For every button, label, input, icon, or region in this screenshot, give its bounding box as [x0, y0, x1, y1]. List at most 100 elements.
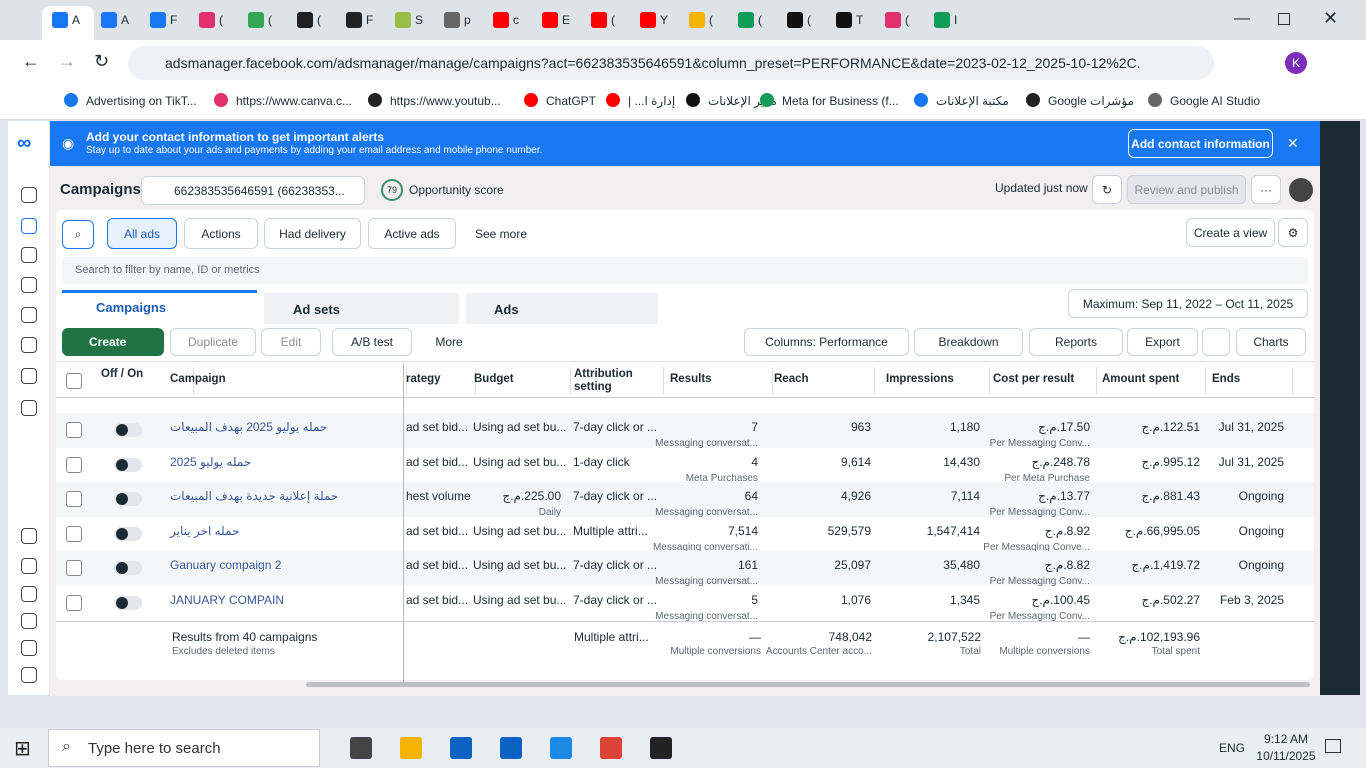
campaign[interactable]: JANUARY COMPAIN [170, 593, 285, 607]
account-selector[interactable]: 662383535646591 (66238353... [141, 176, 365, 205]
campaign[interactable]: حملة إعلانية جديدة بهدف المبيعات [170, 489, 339, 504]
row-checkbox[interactable] [66, 491, 82, 508]
campaign[interactable]: حمله يوليو 2025 بهدف المبيعات [170, 420, 328, 434]
row-checkbox[interactable] [66, 560, 82, 577]
tab-title[interactable]: I [954, 13, 958, 27]
row-checkbox[interactable] [66, 525, 82, 542]
bookmark[interactable]: https://www.canva.c... [236, 94, 353, 108]
filter-button[interactable]: All ads [107, 218, 177, 249]
bookmark[interactable]: إدارة ا... | [628, 94, 676, 108]
dismiss-banner[interactable]: ✕ [1287, 135, 1299, 151]
tab-ads[interactable] [466, 293, 658, 324]
table-row[interactable] [56, 586, 1314, 621]
tab-label[interactable]: Ad sets [293, 302, 340, 317]
row-checkbox[interactable] [66, 595, 82, 611]
taskbar-app[interactable] [650, 737, 672, 759]
column-header[interactable]: Amount spent [1102, 373, 1180, 385]
nav-icon[interactable] [21, 337, 37, 353]
view-settings[interactable]: ⚙ [1278, 218, 1308, 247]
search-toggle[interactable]: ⌕ [62, 220, 94, 249]
row-checkbox[interactable] [66, 422, 82, 438]
tab-title[interactable]: ( [758, 13, 762, 27]
active-tab[interactable] [42, 6, 94, 40]
tab-title[interactable]: ( [807, 13, 811, 27]
address-bar[interactable] [128, 46, 1214, 80]
taskbar-app[interactable] [350, 737, 372, 759]
bookmark[interactable]: مكتبة الإعلانات [936, 94, 1009, 108]
tab-label[interactable]: Ads [494, 302, 519, 317]
close-window[interactable]: ✕ [1323, 8, 1339, 28]
nav-icon[interactable] [21, 277, 37, 293]
language[interactable]: ENG [1219, 741, 1246, 755]
search-placeholder[interactable]: Search to filter by name, ID or metrics [75, 264, 260, 276]
tab-title[interactable]: A [72, 13, 81, 27]
tab-title[interactable]: F [366, 13, 374, 27]
nav-icon[interactable] [21, 187, 37, 203]
taskbar-app[interactable] [600, 737, 622, 759]
tab-adsets[interactable] [264, 293, 459, 324]
create-button[interactable]: Create [62, 328, 164, 356]
clock-time[interactable]: 9:12 AM [1263, 732, 1309, 746]
toolbar-button[interactable]: Export [1127, 328, 1198, 356]
create-view-button[interactable]: Create a view [1186, 218, 1275, 247]
campaign[interactable]: Ganuary compaign 2 [170, 558, 282, 573]
meta-logo[interactable]: ∞ [17, 132, 32, 154]
tab-label[interactable]: Campaigns [96, 300, 167, 315]
nav-icon[interactable] [21, 307, 37, 323]
nav-icon[interactable] [21, 528, 37, 544]
bookmark[interactable]: Advertising on TikT... [86, 94, 197, 108]
notifications[interactable] [1325, 739, 1341, 753]
nav-icon[interactable] [21, 640, 37, 656]
tab-title[interactable]: Y [660, 13, 669, 27]
tab-title[interactable]: ( [709, 13, 713, 27]
row-checkbox[interactable] [66, 456, 82, 473]
reload[interactable]: ↻ [94, 51, 110, 71]
table-row[interactable] [56, 551, 1314, 586]
tab-title[interactable]: T [856, 13, 864, 27]
nav-icon[interactable] [21, 218, 37, 234]
start-button[interactable]: ⊞ [14, 738, 31, 760]
nav-icon[interactable] [21, 400, 37, 416]
tab-title[interactable]: ( [268, 13, 272, 27]
taskbar-app[interactable] [400, 737, 422, 759]
table-row[interactable] [56, 516, 1314, 552]
column-header[interactable]: Ends [1212, 373, 1241, 385]
toolbar-button[interactable]: Reports [1029, 328, 1123, 356]
profile[interactable]: K [1285, 52, 1307, 74]
taskbar-search[interactable] [48, 729, 320, 767]
column-header[interactable]: Impressions [886, 373, 954, 385]
column-header[interactable]: Off / On [101, 368, 144, 380]
toolbar-button[interactable]: A/B test [332, 328, 412, 356]
scrollbar[interactable] [306, 682, 1310, 687]
tab-title[interactable]: A [121, 13, 130, 27]
tab-title[interactable]: ( [219, 13, 223, 27]
refresh-button[interactable]: ↻ [1092, 175, 1122, 204]
campaign[interactable]: حمله يوليو 2025 [170, 454, 252, 469]
table-row[interactable] [56, 413, 1314, 448]
header-checkbox[interactable] [66, 373, 82, 389]
toolbar-button[interactable]: Edit [261, 328, 321, 356]
toolbar-button[interactable]: Breakdown [914, 328, 1023, 356]
column-header[interactable]: Budget [474, 373, 514, 385]
bookmark[interactable]: https://www.youtub... [390, 94, 501, 108]
taskbar-app[interactable] [450, 737, 472, 759]
table-row[interactable] [56, 447, 1314, 483]
bookmark[interactable]: Meta for Business (f... [782, 94, 899, 108]
table-row[interactable] [56, 482, 1314, 517]
taskbar-search-text[interactable]: Type here to search [88, 740, 221, 757]
toolbar-button[interactable]: More [420, 328, 478, 356]
bookmark[interactable]: مدير الإعلانات [708, 94, 777, 108]
minimize[interactable]: — [1234, 10, 1250, 27]
filter-button[interactable]: Actions [184, 218, 258, 249]
search-box[interactable] [62, 257, 1308, 284]
clock-date[interactable]: 10/11/2025 [1256, 749, 1316, 763]
filter-button[interactable]: See more [474, 226, 528, 241]
tab-title[interactable]: ( [317, 13, 321, 27]
tab-title[interactable]: ( [611, 13, 615, 27]
avatar[interactable] [1289, 178, 1313, 202]
tab-title[interactable]: S [415, 13, 424, 27]
taskbar-app[interactable] [550, 737, 572, 759]
nav-icon[interactable] [21, 368, 37, 384]
nav-icon[interactable] [21, 667, 37, 683]
tab-title[interactable]: p [464, 13, 471, 27]
